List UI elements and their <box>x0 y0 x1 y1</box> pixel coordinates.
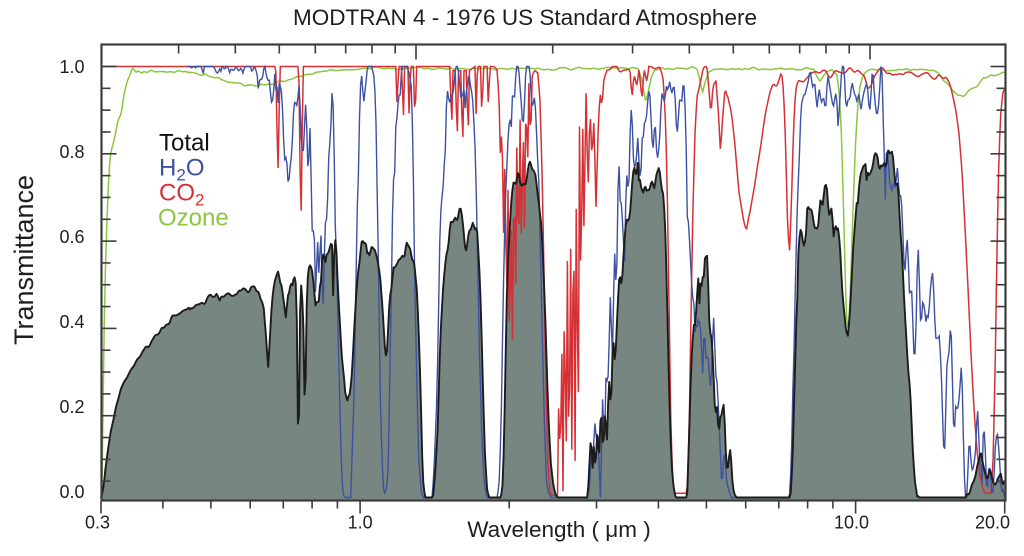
svg-text:20.0: 20.0 <box>975 513 1010 533</box>
svg-text:1.0: 1.0 <box>348 513 373 533</box>
svg-text:Ozone: Ozone <box>158 205 229 232</box>
svg-text:0.8: 0.8 <box>59 142 84 162</box>
svg-text:0.6: 0.6 <box>59 227 84 247</box>
svg-text:0.3: 0.3 <box>85 513 110 533</box>
svg-text:Wavelength ( μm ): Wavelength ( μm ) <box>467 517 650 542</box>
svg-text:MODTRAN 4 - 1976 US Standard A: MODTRAN 4 - 1976 US Standard Atmosphere <box>293 5 757 30</box>
svg-text:Transmittance: Transmittance <box>9 175 39 345</box>
svg-text:0.4: 0.4 <box>59 312 84 332</box>
svg-text:0.0: 0.0 <box>59 482 84 502</box>
svg-text:0.2: 0.2 <box>59 397 84 417</box>
svg-text:1.0: 1.0 <box>59 57 84 77</box>
svg-text:H2O: H2O <box>159 155 204 185</box>
svg-text:10.0: 10.0 <box>834 513 869 533</box>
svg-text:Total: Total <box>159 130 210 157</box>
